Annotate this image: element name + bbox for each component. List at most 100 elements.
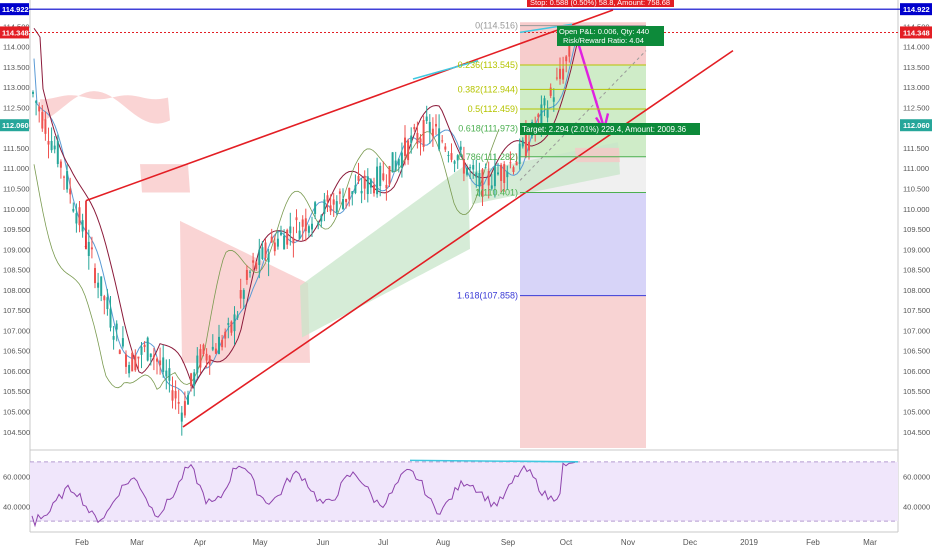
candle-body — [450, 153, 453, 160]
right-price-tick: 112.500 — [903, 103, 930, 112]
right-price-tick: 107.500 — [903, 306, 930, 315]
cloud-red-1 — [40, 91, 170, 124]
candle-body — [335, 201, 338, 213]
candle-body — [72, 208, 75, 212]
pnl-label: Open P&L: 0.006, Qty: 440 — [559, 27, 649, 36]
candle-body — [311, 223, 313, 230]
time-tick: Mar — [130, 538, 144, 547]
candle-body — [397, 159, 400, 166]
cyan-trend-rsi — [409, 459, 579, 463]
time-tick: Aug — [436, 538, 450, 547]
right-price-badge — [900, 26, 932, 39]
fib-level-label: 0.618(111.973) — [458, 124, 518, 134]
candle-body — [537, 114, 540, 118]
candle-body — [249, 271, 251, 273]
right-price-badge-text: 114.348 — [903, 28, 930, 37]
candle-body — [431, 128, 434, 137]
left-price-tick: 110.000 — [3, 205, 30, 214]
candle-body — [118, 350, 121, 354]
right-price-badge — [900, 3, 932, 16]
candle-body — [509, 162, 512, 164]
candle-body — [565, 56, 568, 62]
candle-body — [428, 122, 431, 133]
left-price-badge — [0, 119, 29, 132]
candle-body — [521, 140, 524, 147]
candle-body — [214, 348, 217, 354]
candle-body — [419, 138, 422, 143]
target-label: Target: 2.294 (2.01%) 229.4, Amount: 200… — [522, 125, 687, 134]
candle-body — [183, 401, 186, 416]
time-tick: 2019 — [740, 538, 758, 547]
left-price-badge — [0, 26, 29, 39]
candle-body — [394, 160, 397, 171]
candle-body — [462, 159, 465, 174]
candle-body — [146, 337, 149, 361]
candle-body — [221, 339, 224, 348]
candle-body — [425, 116, 428, 121]
fib-level-label: 0(114.516) — [475, 21, 518, 31]
candle-body — [478, 173, 481, 187]
cloud-red-2 — [140, 164, 190, 193]
fib-level-label: 1.618(107.858) — [457, 291, 518, 301]
candle-body — [140, 346, 143, 355]
left-price-tick: 106.500 — [3, 347, 30, 356]
stop-label-bg — [527, 0, 674, 7]
candle-body — [481, 169, 484, 197]
candle-body — [493, 165, 496, 187]
candle-body — [224, 331, 227, 339]
candle-body — [524, 131, 527, 158]
candle-body — [304, 218, 307, 232]
candle-body — [351, 191, 354, 195]
candle-body — [438, 128, 441, 150]
candle-body — [369, 179, 372, 188]
fib-level-label: 0.786(111.282) — [458, 152, 518, 162]
candle-body — [301, 219, 304, 227]
left-price-badge — [0, 3, 29, 16]
candle-body — [456, 155, 459, 161]
candle-body — [128, 364, 131, 374]
left-price-tick: 110.500 — [3, 184, 30, 193]
left-price-badge-text: 114.922 — [2, 5, 29, 14]
candle-body — [236, 315, 239, 318]
right-price-badge-text: 114.922 — [903, 5, 930, 14]
candle-body — [94, 268, 96, 284]
candle-body — [242, 290, 245, 299]
candle-body — [528, 141, 530, 151]
lower-zone — [520, 295, 646, 448]
candle-body — [270, 236, 273, 243]
candle-body — [156, 358, 158, 362]
right-price-tick: 111.000 — [903, 164, 929, 173]
left-price-tick: 107.000 — [3, 326, 30, 335]
left-price-tick: 114.000 — [3, 43, 30, 52]
left-price-tick: 113.000 — [3, 83, 30, 92]
candle-body — [469, 167, 472, 169]
candle-body — [41, 112, 44, 129]
rsi-band — [30, 461, 898, 522]
right-price-tick: 113.000 — [903, 83, 930, 92]
cyan-trend-price-1 — [412, 59, 479, 80]
candle-body — [441, 140, 444, 142]
candle-body — [366, 176, 369, 195]
candle-body — [360, 190, 363, 194]
right-price-tick: 109.000 — [903, 245, 930, 254]
candle-body — [218, 336, 220, 354]
candle-body — [171, 390, 174, 401]
candle-body — [376, 166, 379, 195]
candle-body — [280, 232, 282, 235]
candle-body — [466, 168, 468, 175]
fib-level-label: 1(110.401) — [475, 187, 518, 197]
fib-level-label: 0.236(113.545) — [458, 60, 518, 70]
drawings — [0, 8, 932, 428]
left-price-tick: 109.500 — [3, 225, 30, 234]
candle-body — [97, 282, 100, 288]
candle-body — [298, 230, 301, 239]
candle-body — [258, 249, 261, 266]
candle-body — [447, 154, 450, 156]
candle-body — [400, 152, 403, 168]
candle-body — [78, 207, 81, 226]
candle-body — [115, 323, 118, 330]
